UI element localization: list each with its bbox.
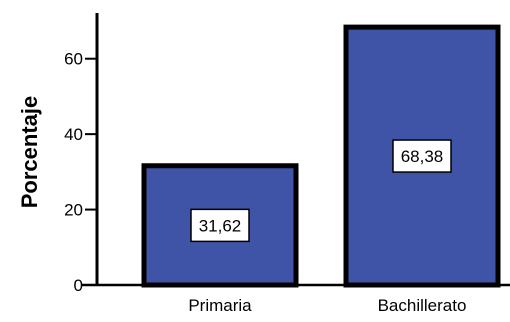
y-tick-label: 60 [64,50,83,69]
x-tick-label: Primaria [188,296,252,315]
data-label: 68,38 [401,147,444,166]
data-label: 31,62 [199,216,242,235]
data-label-box [190,208,250,243]
data-labels-group: 31,62 68,38 [190,139,452,243]
y-axis-title: Porcentaje [17,96,42,209]
x-tick-label: Bachillerato [378,296,467,315]
x-axis: Primaria Bachillerato [82,283,510,315]
y-tick-label: 0 [74,276,83,295]
y-axis: 0 20 40 60 [64,13,99,295]
y-tick-label: 20 [64,201,83,220]
y-tick-label: 40 [64,125,83,144]
data-label-box [392,139,452,173]
